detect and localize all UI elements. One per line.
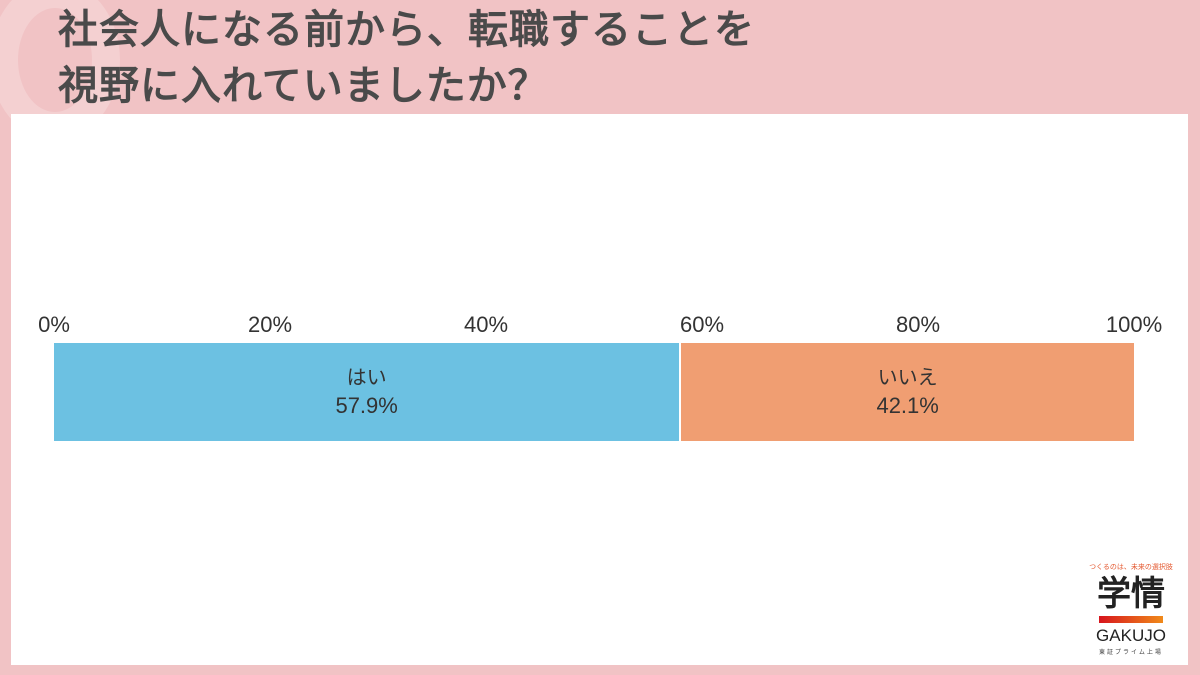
segment-value: 42.1% (876, 393, 939, 418)
tick-0: 0% (38, 312, 70, 337)
bar-segment-yes: はい 57.9% (54, 343, 680, 441)
gakujo-logo: つくるのは、未来の選択肢 学情 GAKUJO 東証プライム上場 (1083, 562, 1179, 656)
logo-brand: GAKUJO (1096, 626, 1166, 645)
tick-60: 60% (679, 312, 725, 337)
tick-20: 20% (247, 312, 293, 337)
tick-100: 100% (1105, 312, 1163, 337)
logo-kanji: 学情 (1097, 574, 1165, 614)
title-line-1: 社会人になる前から、転職することを (58, 7, 755, 53)
segment-value: 57.9% (335, 393, 398, 418)
logo-gradient-stripe (1099, 616, 1163, 623)
bar-segment-no: いいえ 42.1% (679, 343, 1134, 441)
segment-label: はい (346, 365, 387, 389)
segment-label: いいえ (877, 365, 938, 389)
title-line-2: 視野に入れていましたか？ (58, 63, 549, 109)
page-title: 社会人になる前から、転職することを 視野に入れていましたか？ (58, 2, 755, 114)
tick-80: 80% (895, 312, 941, 337)
logo-tagline: つくるのは、未来の選択肢 (1089, 563, 1173, 571)
logo-subtitle: 東証プライム上場 (1099, 649, 1163, 656)
tick-40: 40% (463, 312, 509, 337)
chart-panel: 0% 20% 40% 60% 80% 100% はい 57.9% いいえ 42.… (11, 114, 1188, 665)
stacked-bar: はい 57.9% いいえ 42.1% (54, 343, 1134, 441)
x-axis-ticks: 0% 20% 40% 60% 80% 100% (11, 312, 1188, 342)
